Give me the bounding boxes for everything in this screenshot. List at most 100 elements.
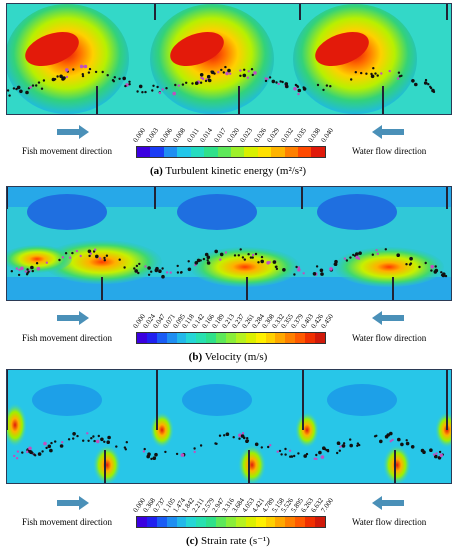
fish-position-dot xyxy=(320,272,324,276)
fish-position-dot xyxy=(251,73,254,77)
fish-position-dot xyxy=(376,74,379,77)
fish-position-dot xyxy=(229,72,232,75)
fish-position-dot xyxy=(97,434,101,438)
fish-position-dot xyxy=(87,71,91,74)
fish-position-dot xyxy=(206,255,211,260)
fish-position-dot xyxy=(89,252,93,255)
fish-position-dot xyxy=(92,250,96,253)
fish-position-dot xyxy=(61,441,64,444)
fish-position-dot xyxy=(313,457,316,460)
fish-position-dot xyxy=(94,248,97,251)
fish-position-dot xyxy=(147,266,151,270)
fish-position-dot xyxy=(180,453,185,457)
fish-position-dot xyxy=(220,68,223,72)
fish-position-dot xyxy=(31,269,34,273)
fish-position-dot xyxy=(150,457,153,461)
fish-position-dot xyxy=(239,248,242,251)
fish-position-dot xyxy=(213,72,216,75)
fish-position-dot xyxy=(266,261,270,265)
fish-position-dot xyxy=(144,90,147,94)
fish-position-dot xyxy=(90,437,93,440)
fish-position-dot xyxy=(144,265,147,268)
fish-position-dot xyxy=(87,439,90,442)
fish-position-dot xyxy=(297,88,302,93)
fish-position-dot xyxy=(225,432,230,437)
fish-position-dot xyxy=(65,75,69,79)
fish-position-dot xyxy=(124,448,128,451)
fish-position-dot xyxy=(81,73,85,76)
fish-position-dot xyxy=(12,87,16,90)
fish-position-dot xyxy=(13,454,16,458)
fish-position-dot xyxy=(172,91,176,96)
fish-position-dot xyxy=(24,270,27,273)
fish-position-dot xyxy=(224,65,227,69)
fish-position-dot xyxy=(72,432,76,436)
velocity-contour-field xyxy=(6,186,452,301)
fish-position-dot xyxy=(16,85,21,90)
fish-position-dot xyxy=(290,455,293,458)
fish-position-dot xyxy=(322,88,325,92)
fish-position-dot xyxy=(315,265,319,268)
fish-position-dot xyxy=(61,256,64,259)
fish-position-dot xyxy=(232,436,235,439)
fish-position-dot xyxy=(241,256,245,259)
fish-position-dot xyxy=(152,456,157,461)
fish-position-dot xyxy=(343,257,347,260)
fish-position-dot xyxy=(243,258,246,261)
fish-position-dot xyxy=(18,268,21,271)
fish-position-dot xyxy=(242,73,247,78)
fish-position-dot xyxy=(20,266,24,271)
fish-position-dot xyxy=(260,446,263,449)
fish-position-dot xyxy=(341,444,344,447)
fish-position-dot xyxy=(297,92,300,96)
fish-position-dot xyxy=(86,432,89,435)
fish-position-dot xyxy=(424,261,427,265)
fish-position-dot xyxy=(222,71,225,74)
fish-position-dot xyxy=(271,79,276,84)
fish-position-dot xyxy=(312,272,317,276)
fish-position-dot xyxy=(106,74,109,77)
fish-position-dot xyxy=(280,453,283,456)
panel-b: Fish movement direction Water flow direc… xyxy=(0,183,456,366)
fish-position-dot xyxy=(64,252,68,255)
fish-position-dot xyxy=(219,252,224,257)
fish-position-dot xyxy=(147,452,151,457)
fish-position-dot xyxy=(161,267,164,270)
fish-position-dot xyxy=(409,262,413,265)
fish-position-dot xyxy=(400,442,404,447)
fish-position-dot xyxy=(202,257,206,261)
fish-position-dot xyxy=(41,450,44,453)
fish-position-dot xyxy=(240,434,245,438)
fish-position-dot xyxy=(430,269,433,272)
fish-position-dot xyxy=(82,439,85,442)
fish-position-dot xyxy=(59,444,64,448)
fish-position-dot xyxy=(43,441,47,446)
fish-position-dot xyxy=(303,454,308,458)
fish-position-dot xyxy=(34,454,37,457)
fish-position-dot xyxy=(177,84,180,87)
panel-c-caption: (c) Strain rate (s⁻¹) xyxy=(0,534,456,547)
fish-direction-arrow-icon xyxy=(55,125,91,139)
fish-position-dot xyxy=(6,89,10,92)
fish-position-dot xyxy=(223,434,226,437)
fish-position-dot xyxy=(138,262,141,266)
fish-position-dot xyxy=(15,457,19,460)
fish-position-dot xyxy=(21,451,24,454)
fish-position-dot xyxy=(185,81,188,85)
fish-position-dot xyxy=(88,67,92,71)
fish-position-dot xyxy=(429,448,433,453)
fish-position-dot xyxy=(423,81,428,85)
fish-position-dot xyxy=(175,452,179,456)
fish-position-dot xyxy=(133,267,136,270)
fish-position-dot xyxy=(245,439,249,444)
fish-position-dot xyxy=(103,440,106,443)
fish-position-dot xyxy=(241,432,245,435)
fish-position-dot xyxy=(71,251,74,255)
fish-direction-arrow-icon xyxy=(55,311,91,325)
fish-position-dot xyxy=(169,271,172,274)
fish-position-dot xyxy=(254,442,259,447)
fish-position-dot xyxy=(427,83,430,86)
fish-position-dot xyxy=(380,72,383,75)
fish-position-dot xyxy=(103,256,106,260)
fish-position-dot xyxy=(217,71,220,74)
